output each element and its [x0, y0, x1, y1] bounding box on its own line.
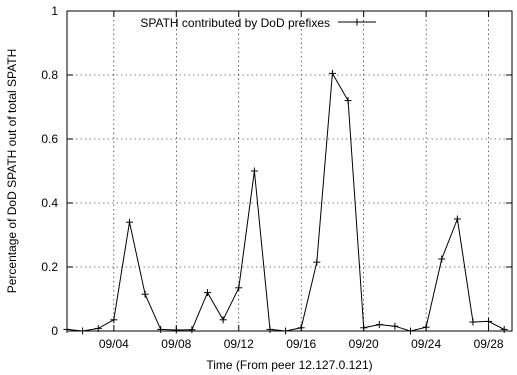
axis-ticks: 0 0.2 0.4 0.6 0.8 1 09/04 09/08 09/12 09/16 09/20 0…: [41, 4, 512, 351]
data-point: [172, 326, 180, 334]
legend-marker-plus: [353, 18, 361, 26]
plot-frame: [66, 10, 513, 332]
data-point: [188, 326, 196, 334]
data-point: [125, 218, 133, 226]
x-tick-label: 09/28: [474, 337, 504, 351]
data-point: [235, 284, 243, 292]
data-point: [219, 316, 227, 324]
series-line: [66, 71, 505, 332]
legend-label: SPATH contributed by DoD prefixes: [140, 16, 330, 30]
data-point: [204, 289, 212, 297]
data-point: [453, 215, 461, 223]
data-point: [297, 324, 305, 332]
data-point: [375, 321, 383, 329]
x-tick-label: 09/24: [411, 337, 441, 351]
data-point: [422, 323, 430, 331]
legend-marker: [353, 18, 361, 26]
data-point: [266, 325, 274, 333]
data-point: [485, 317, 493, 325]
grid-lines: [67, 10, 512, 332]
data-point: [250, 167, 258, 175]
x-tick-label: 09/20: [349, 337, 379, 351]
x-axis-label: Time (From peer 12.127.0.121): [206, 358, 372, 372]
y-tick-label: 0.8: [41, 68, 58, 82]
y-tick-label: 0.4: [41, 196, 58, 210]
x-tick-label: 09/04: [99, 337, 129, 351]
y-tick-label: 0.2: [41, 260, 58, 274]
data-point: [360, 324, 368, 332]
data-point: [469, 318, 477, 326]
data-point: [500, 325, 508, 333]
x-tick-label: 09/08: [161, 337, 191, 351]
data-point: [313, 258, 321, 266]
x-tick-label: 09/12: [224, 337, 254, 351]
y-axis-label: Percentage of DoD SPATH out of total SPA…: [5, 49, 19, 294]
data-point: [438, 255, 446, 263]
legend: SPATH contributed by DoD prefixes: [140, 16, 376, 30]
data-point: [141, 290, 149, 298]
data-point: [157, 325, 165, 333]
data-point: [328, 69, 336, 77]
data-point: [110, 316, 118, 324]
data-point: [391, 322, 399, 330]
data-series: [63, 69, 508, 335]
x-tick-label: 09/16: [286, 337, 316, 351]
y-tick-label: 1: [51, 4, 58, 18]
y-tick-label: 0: [51, 324, 58, 338]
y-tick-label: 0.6: [41, 132, 58, 146]
data-point: [344, 97, 352, 105]
